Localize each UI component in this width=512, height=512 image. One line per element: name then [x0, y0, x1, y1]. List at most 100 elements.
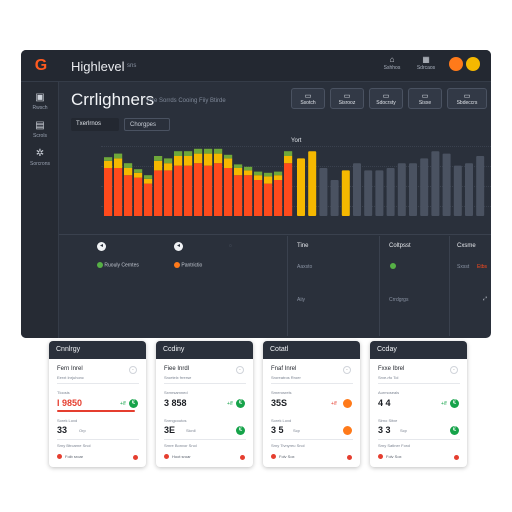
bar-segment [194, 153, 203, 164]
alert-dot [454, 455, 459, 460]
bar-segment [254, 180, 263, 216]
bar-segment [204, 148, 213, 154]
card-title: Ccday [370, 341, 467, 359]
bar [409, 163, 417, 216]
panel-text: Aaxsto [297, 264, 313, 270]
bar-segment [284, 151, 293, 156]
bar-segment [154, 170, 163, 216]
grid-icon[interactable]: ▦ Sdrcaos [415, 55, 437, 73]
bar [420, 158, 429, 216]
up-icon: € [129, 399, 138, 408]
bar-segment [164, 163, 173, 171]
bar-segment [124, 163, 133, 168]
card-change: +/f [227, 401, 233, 407]
info-icon[interactable]: · [450, 366, 458, 374]
card-value: I 9850 [57, 398, 83, 408]
app-title: Highlevel [71, 59, 125, 74]
sidebar-item-settings[interactable]: ✲ Sorcrons [21, 148, 59, 167]
action-label: Ssotch [300, 100, 316, 106]
tab-changes[interactable]: Chorgpes [124, 118, 170, 131]
bar-segment [104, 160, 113, 168]
bar-segment [124, 168, 133, 176]
sidebar-item-label: Rwsch [32, 105, 48, 111]
bar-segment [274, 180, 283, 216]
bar-segment [164, 158, 173, 164]
divider [287, 236, 288, 336]
bar-segment [194, 163, 203, 216]
bar-segment [274, 175, 283, 180]
action-icon: ▭ [343, 93, 351, 100]
avatar-secondary[interactable] [466, 57, 480, 71]
info-icon[interactable]: · [129, 366, 137, 374]
bar [353, 163, 361, 216]
action-button[interactable]: ▭ Sisxe [408, 88, 442, 109]
action-button[interactable]: ▭ Sbdeccrs [447, 88, 487, 109]
add-icon[interactable]: ◂ [174, 242, 183, 251]
bar [341, 170, 350, 216]
card-row-sub: Eerxt Inrjuhonc [57, 375, 84, 380]
grid-line [101, 166, 491, 167]
expand-icon[interactable]: ⤢ [483, 296, 488, 302]
bar [375, 170, 384, 216]
legend-label: Ruouly Cerntes [104, 262, 139, 269]
bar-segment [284, 163, 293, 216]
action-button[interactable]: ▭ Sdocrsty [369, 88, 403, 109]
alert-dot [240, 455, 245, 460]
summary-card[interactable]: Ccday Fxxe Ibrel Srxe-rfo Tol · Aurmosea… [370, 341, 467, 467]
summary-card[interactable]: Ccdiny Fiee Inrdl Sroetelx frrerse · Sxm… [156, 341, 253, 467]
card-title: Cotatl [263, 341, 360, 359]
card-value: 3 858 [164, 398, 187, 408]
grid-glyph: ▦ [422, 55, 430, 64]
up-icon: € [450, 426, 459, 435]
info-icon[interactable]: · [343, 366, 351, 374]
card-label: Sxmrsamned [164, 390, 188, 395]
settings-icon: ✲ [35, 148, 45, 159]
sidebar-item-label: Sorcrons [29, 161, 50, 167]
card-label: Srnerosrels [271, 390, 292, 395]
bar-segment [234, 175, 243, 216]
bar-segment [134, 177, 143, 216]
card-row-sub: Sroreatros Rroer [271, 375, 301, 380]
grid-line [101, 186, 491, 187]
bar-segment [184, 151, 193, 156]
bar [386, 168, 395, 216]
info-icon[interactable]: · [236, 366, 244, 374]
card-title: Cnnlrgy [49, 341, 146, 359]
bar [453, 165, 462, 216]
bar-segment [214, 148, 223, 154]
card-value: 3 3 [378, 425, 391, 435]
status-dot [164, 454, 169, 460]
panel-heading: Coltpsst [389, 243, 411, 249]
bell-icon[interactable]: ⌂ Sshhos [381, 55, 403, 73]
summary-card[interactable]: Cnnlrgy Fern Inrel Eerxt Inrjuhonc · Tlo… [49, 341, 146, 467]
avatar[interactable] [449, 57, 463, 71]
top-bar: G Highlevel sns ⌂ Sshhos ▦ Sdrcaos [21, 50, 491, 82]
action-label: Sdocrsty [376, 100, 396, 106]
action-button[interactable]: ▭ Ssotch [291, 88, 325, 109]
up-icon: € [450, 399, 459, 408]
card-label: Tloosis [57, 390, 70, 395]
app-logo[interactable]: G [34, 57, 48, 74]
home-icon: ▣ [35, 92, 45, 103]
info-icon[interactable]: ◌ [229, 243, 232, 249]
grid-line [101, 146, 491, 147]
divider [379, 236, 380, 336]
summary-card[interactable]: Cotatl Fnaf Inrel Sroreatros Rroer · Srn… [263, 341, 360, 467]
trend-badge: Etbs [477, 264, 488, 270]
add-icon[interactable]: ◂ [97, 242, 106, 251]
card-footer-text: Foib sroar [65, 454, 84, 459]
card-row-title: Fxxe Ibrel [378, 366, 405, 372]
sidebar-item-calendar[interactable]: ▤ Scrols [21, 120, 59, 139]
tab-trends[interactable]: Txerlrnos [71, 118, 119, 131]
app-subtitle: sns [127, 63, 137, 69]
alert-dot [347, 455, 352, 460]
card-footer-text: Hoot sroar [172, 454, 191, 459]
sidebar-item-home[interactable]: ▣ Rwsch [21, 92, 59, 111]
warning-icon [343, 399, 352, 408]
main-content: Crrlighners Pxe Sorrds Cooing Fiiy Btird… [59, 82, 491, 338]
bar-segment [154, 160, 163, 171]
action-button[interactable]: ▭ Sisrooz [330, 88, 364, 109]
alert-dot [133, 455, 138, 460]
card-label: Sorek Loxd [57, 418, 78, 423]
card-value: 3 5 [271, 425, 284, 435]
